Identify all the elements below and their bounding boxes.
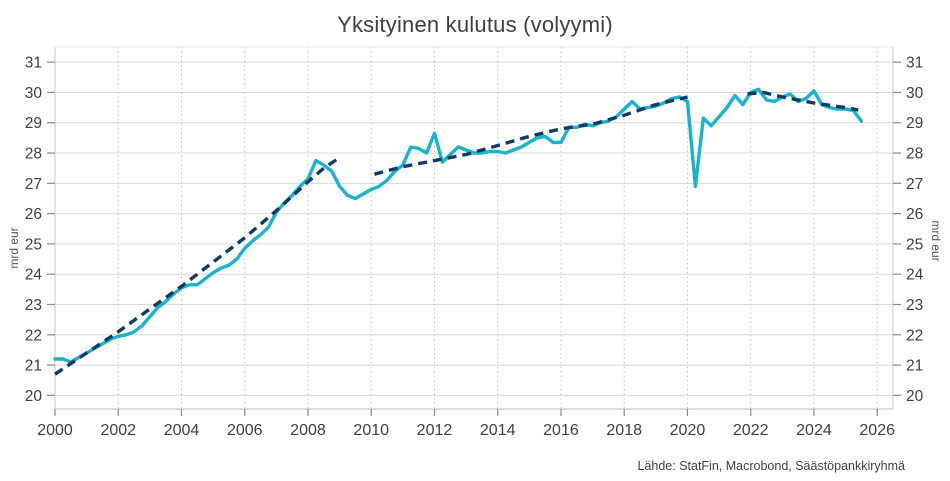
x-tick-label: 2008 [290, 422, 326, 439]
y-tick-label-left: 25 [25, 236, 42, 253]
y-tick-label-right: 28 [906, 146, 923, 163]
actual-series-line [53, 87, 864, 364]
y-tick-label-right: 30 [906, 85, 924, 102]
x-tick-label: 2000 [37, 422, 73, 439]
y-tick-label-right: 26 [906, 206, 923, 223]
x-tick-label: 2012 [417, 422, 453, 439]
y-tick-label-right: 25 [906, 236, 923, 253]
x-tick-label: 2014 [480, 422, 516, 439]
y-tick-label-left: 24 [25, 267, 43, 284]
x-tick-label: 2022 [733, 422, 769, 439]
y-tick-label-left: 30 [25, 85, 43, 102]
x-tick-label: 2004 [164, 422, 200, 439]
x-tick-label: 2002 [100, 422, 136, 439]
y-tick-label-right: 22 [906, 327, 923, 344]
trend-series-line [373, 95, 688, 176]
y-tick-label-right: 31 [906, 55, 923, 72]
y-tick-label-left: 28 [25, 146, 42, 163]
x-tick-label: 2020 [670, 422, 706, 439]
y-tick-label-right: 20 [906, 388, 924, 405]
y-tick-label-left: 29 [25, 115, 42, 132]
y-tick-label-left: 26 [25, 206, 42, 223]
x-tick-label: 2006 [227, 422, 263, 439]
y-tick-label-left: 21 [25, 358, 42, 375]
y-tick-label-right: 23 [906, 297, 923, 314]
x-tick-label: 2024 [796, 422, 832, 439]
trend-series-line [54, 156, 341, 376]
y-tick-label-left: 27 [25, 176, 42, 193]
x-tick-label: 2026 [859, 422, 895, 439]
y-tick-label-right: 21 [906, 358, 923, 375]
trend-series-line [747, 90, 859, 112]
y-tick-label-right: 24 [906, 267, 924, 284]
y-tick-label-left: 23 [25, 297, 42, 314]
y-tick-label-right: 27 [906, 176, 923, 193]
y-tick-label-left: 20 [25, 388, 43, 405]
y-tick-label-left: 22 [25, 327, 42, 344]
x-tick-label: 2018 [606, 422, 642, 439]
x-tick-label: 2016 [543, 422, 579, 439]
x-tick-label: 2010 [353, 422, 389, 439]
y-tick-label-right: 29 [906, 115, 923, 132]
y-tick-label-left: 31 [25, 55, 42, 72]
chart-title: Yksityinen kulutus (volyymi) [337, 12, 613, 37]
source-note: Lähde: StatFin, Macrobond, Säästöpankkir… [637, 459, 905, 473]
